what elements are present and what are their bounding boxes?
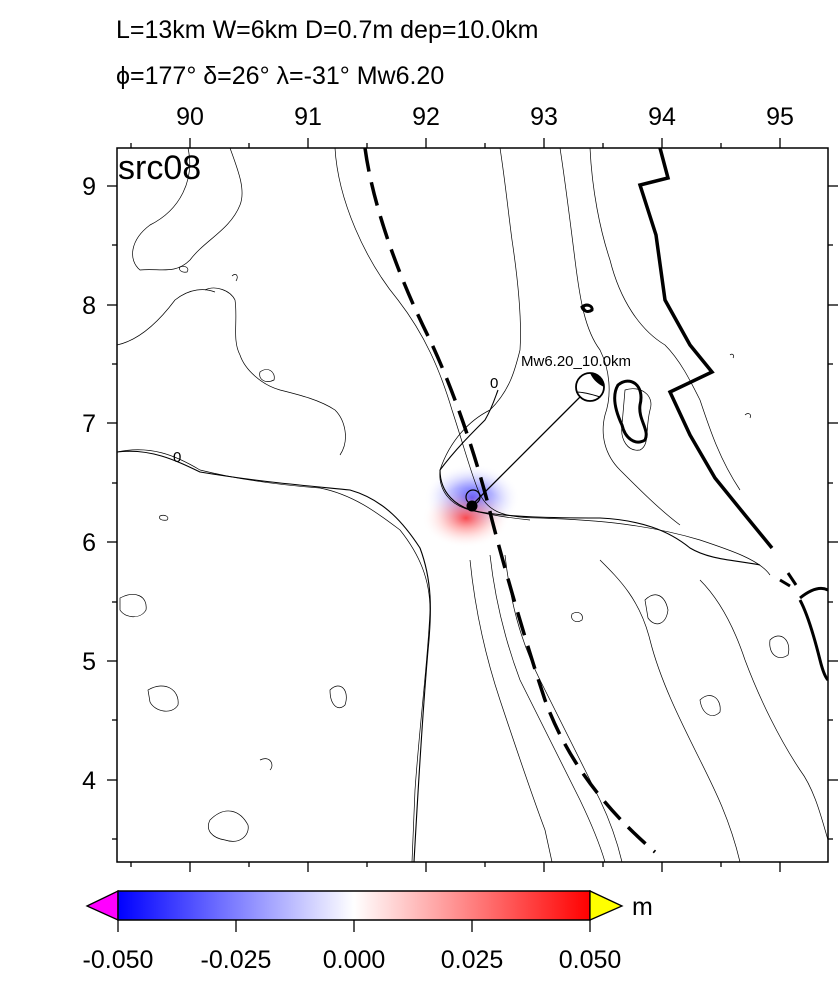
focal-mechanism-beachball <box>575 372 605 402</box>
parameters-line-1: L=13km W=6km D=0.7m dep=10.0km <box>116 16 539 44</box>
mechanism-connector <box>471 386 591 506</box>
x-tick-label: 92 <box>412 103 440 131</box>
mechanism-label: Mw6.20_10.0km <box>521 353 631 370</box>
coast-segment <box>786 572 828 682</box>
x-tick-label: 90 <box>176 103 204 131</box>
plate-boundary <box>637 148 774 550</box>
colorbar-unit: m <box>632 893 653 921</box>
colorbar-tick-label: -0.050 <box>83 946 154 974</box>
x-tick-label: 95 <box>766 103 794 131</box>
colorbar-over-triangle <box>589 889 624 921</box>
colorbar-tick-label: 0.000 <box>323 946 386 974</box>
coast-segment-2 <box>779 578 791 588</box>
x-axis-top <box>130 138 781 148</box>
x-tick-label: 94 <box>648 103 676 131</box>
y-tick-label: 6 <box>82 529 96 557</box>
panel-label: src08 <box>118 149 201 187</box>
x-tick-label: 93 <box>530 103 558 131</box>
colorbar-tick-label: -0.025 <box>201 946 272 974</box>
colorbar-tick-label: 0.050 <box>559 946 622 974</box>
x-tick-label: 91 <box>294 103 322 131</box>
y-tick-label: 5 <box>82 648 96 676</box>
parameters-line-2: ϕ=177° δ=26° λ=-31° Mw6.20 <box>116 62 445 90</box>
trench-line <box>363 148 657 854</box>
y-tick-label: 4 <box>82 767 96 795</box>
colorbar-gradient <box>117 890 591 921</box>
contour-zero-label-2: 0 <box>173 449 181 466</box>
contour-zero-label-1: 0 <box>490 375 498 392</box>
island-outline <box>613 379 648 444</box>
map-area: Mw6.20_10.0km 0 0 <box>117 148 828 862</box>
y-tick-label: 9 <box>82 173 96 201</box>
map-frame <box>116 147 829 863</box>
bathymetry-contours <box>117 148 828 862</box>
colorbar-under-triangle <box>85 889 119 922</box>
x-axis-bottom <box>130 862 781 872</box>
coastline-contour <box>117 389 761 862</box>
colorbar: m -0.050 -0.025 0.000 0.025 0.050 <box>83 889 653 974</box>
uplift-area <box>422 488 510 548</box>
y-tick-label: 7 <box>82 410 96 438</box>
island-outline-2 <box>580 303 594 313</box>
y-axis-ticks <box>107 185 838 840</box>
colorbar-tick-label: 0.025 <box>441 946 504 974</box>
y-tick-label: 8 <box>82 292 96 320</box>
epicenter-marker <box>466 500 478 512</box>
